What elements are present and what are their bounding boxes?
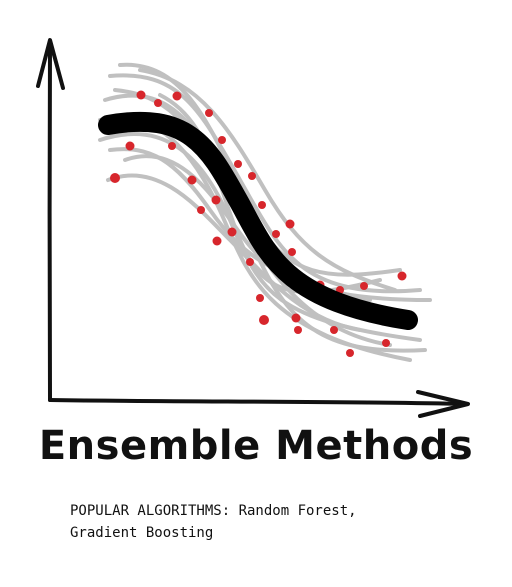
data-point [187,175,197,185]
axes [36,38,470,418]
title: Ensemble Methods [38,423,474,469]
data-point [294,326,302,334]
y-axis-arrowhead [36,38,65,90]
data-point [330,326,338,334]
data-point [248,172,256,180]
data-point [285,219,295,229]
subtitle: POPULAR ALGORITHMS: Random Forest, Gradi… [70,500,490,544]
ensemble-average-curve [98,111,418,330]
ensemble-illustration [36,38,470,418]
ensemble-curve [108,73,422,294]
data-point [227,227,237,237]
data-point [258,201,266,209]
data-point [125,141,135,151]
data-point [154,99,162,107]
data-point [291,313,301,323]
data-point [197,206,205,214]
data-point [288,248,296,256]
data-point [259,315,269,325]
data-point [211,195,221,205]
ensemble-curve [106,173,362,332]
data-point [172,91,182,101]
data-point [360,282,368,290]
data-point [272,230,280,238]
data-point [256,294,264,302]
data-point [205,109,213,117]
x-axis [48,398,468,406]
x-axis-arrowhead [416,390,470,418]
subtitle-line-2: Gradient Boosting [70,525,214,541]
data-point [246,258,254,266]
data-point [136,90,146,100]
ensemble-curve [138,68,397,292]
data-point [397,271,407,281]
subtitle-line-1: POPULAR ALGORITHMS: Random Forest, [70,503,357,519]
data-point [346,349,354,357]
data-point [168,142,176,150]
data-point [382,339,390,347]
data-point [110,173,120,183]
data-point [212,236,222,246]
data-point [234,160,242,168]
data-point [218,136,226,144]
